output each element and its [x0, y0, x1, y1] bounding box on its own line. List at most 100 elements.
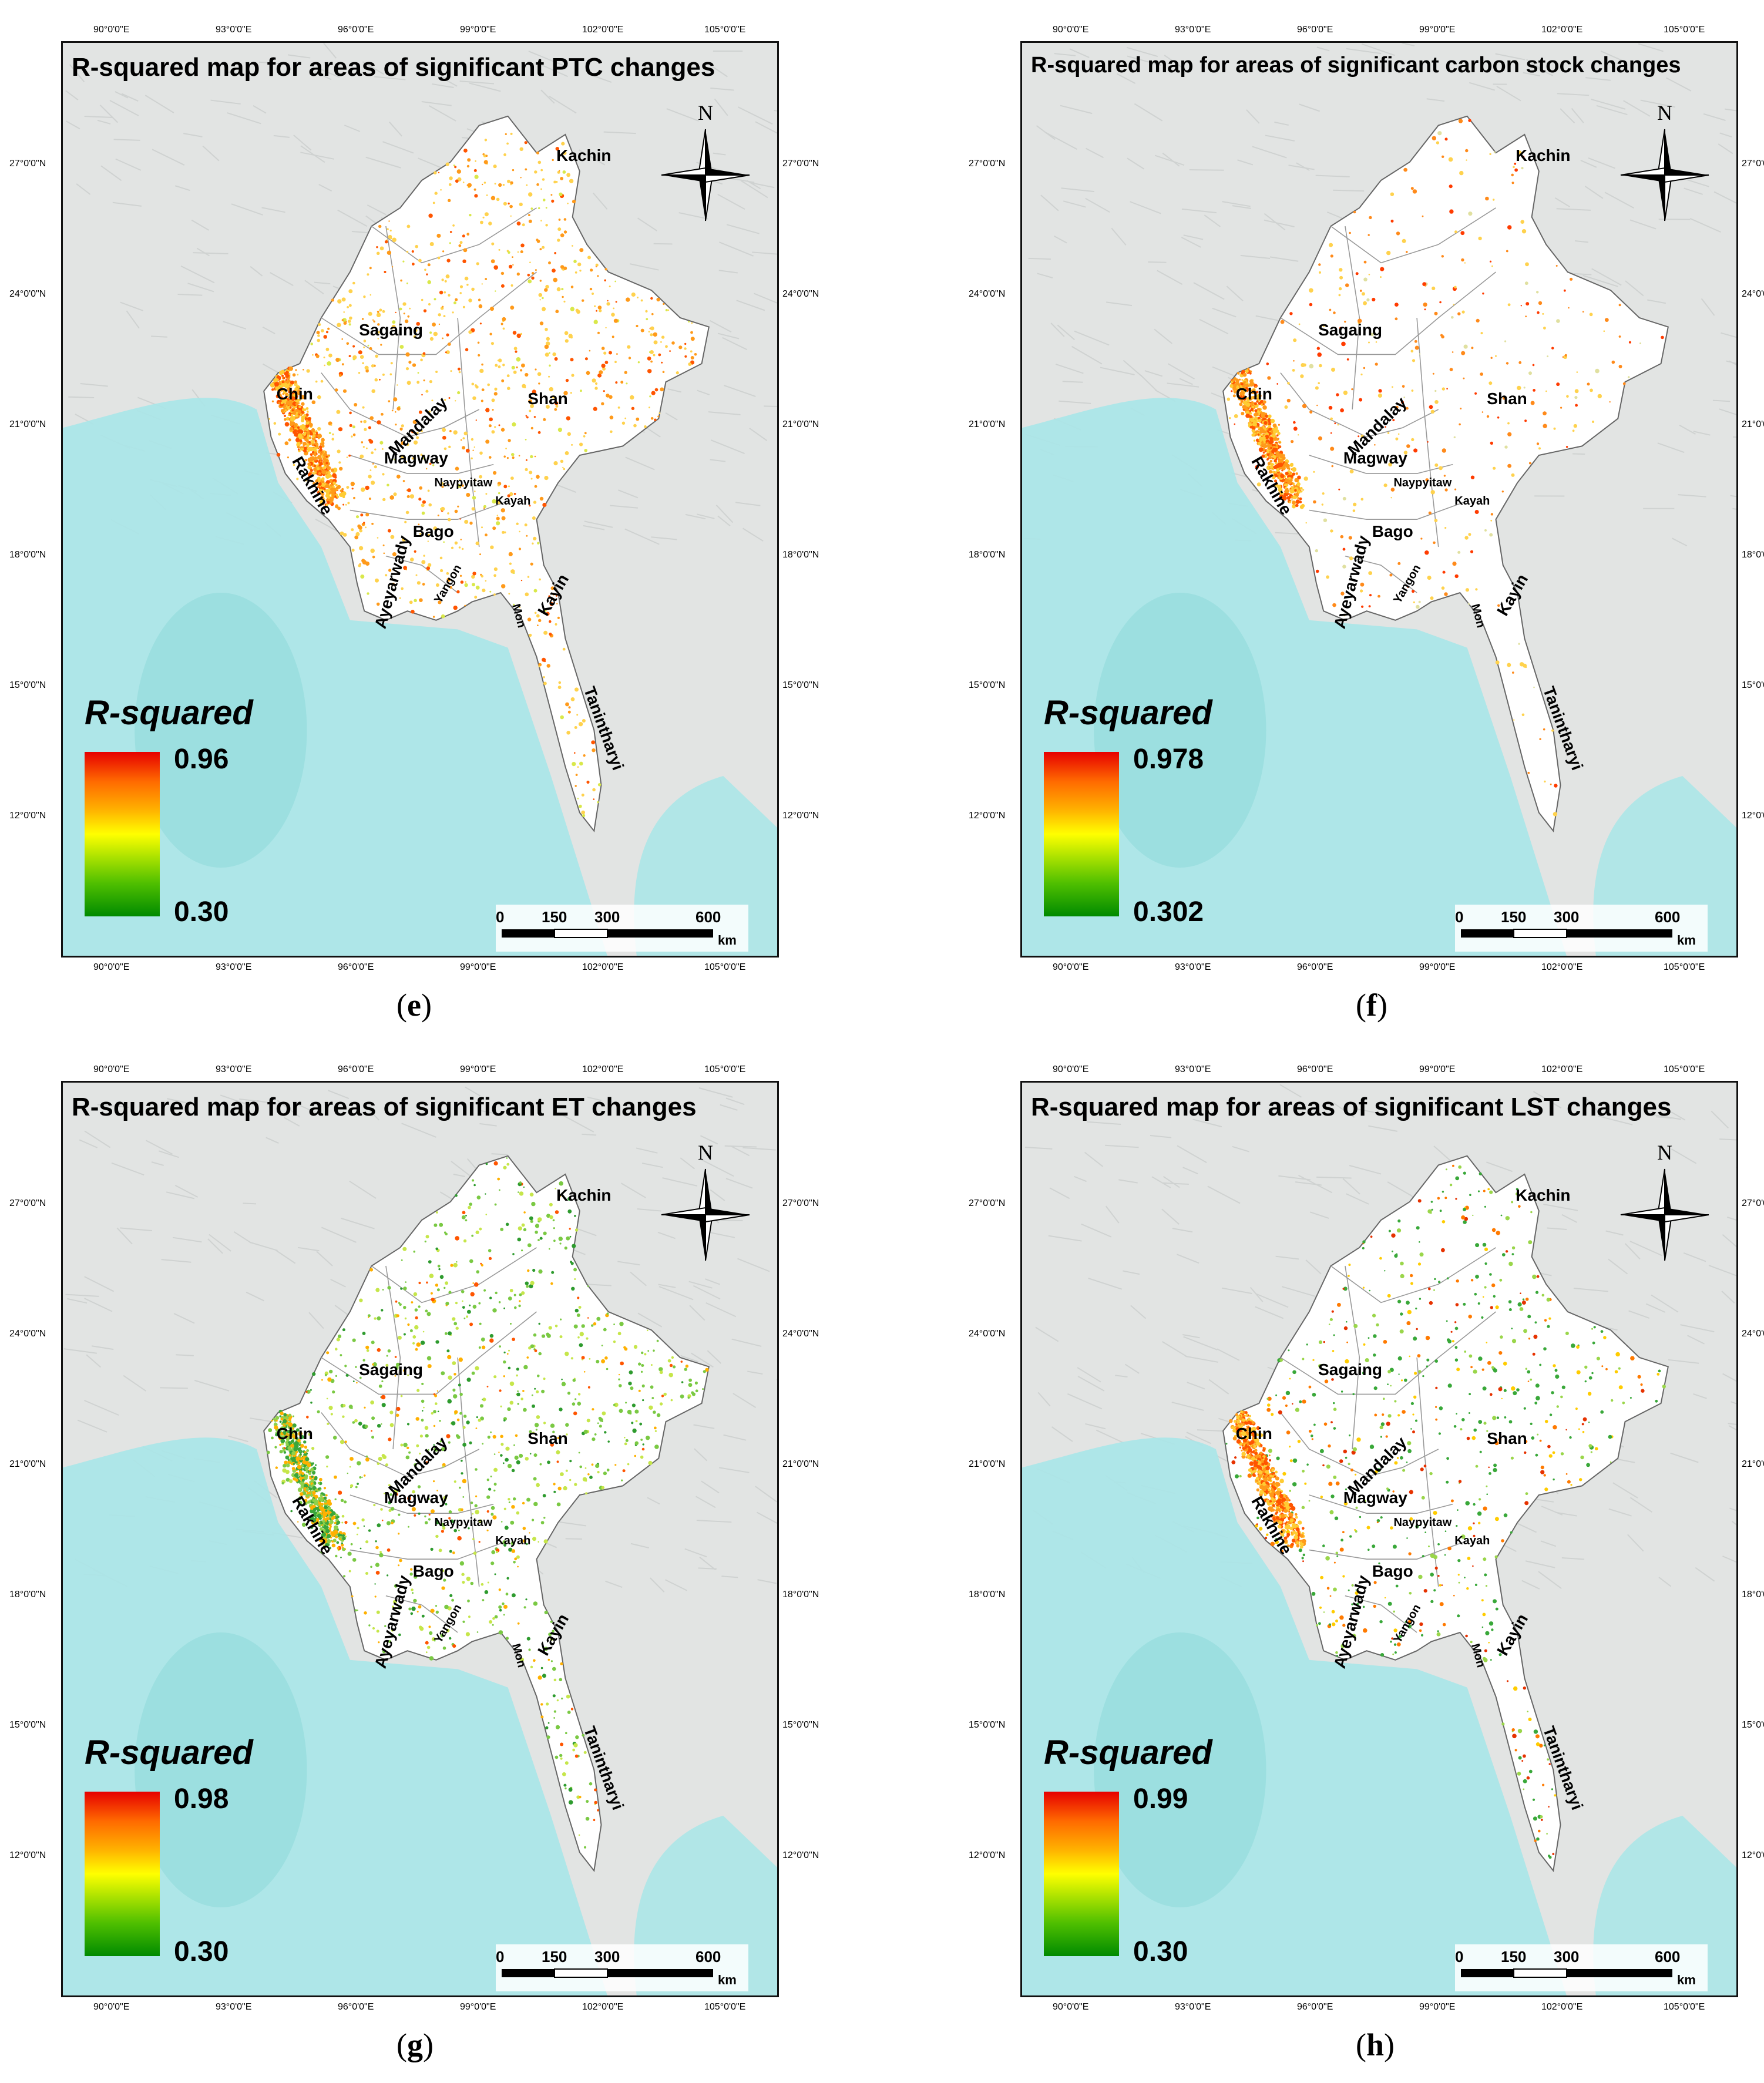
- r2-pixel: [364, 1406, 366, 1409]
- r2-pixel: [288, 1479, 293, 1483]
- r2-pixel: [401, 1259, 403, 1261]
- r2-pixel: [1521, 167, 1524, 170]
- terrain-hatch: [637, 1312, 663, 1328]
- r2-pixel-coast: [307, 416, 311, 421]
- r2-pixel-coast: [342, 1547, 346, 1551]
- r2-pixel: [406, 1423, 410, 1426]
- r2-pixel: [377, 1424, 381, 1428]
- terrain-hatch: [1689, 218, 1721, 233]
- r2-pixel: [640, 1455, 644, 1459]
- r2-pixel: [519, 530, 520, 533]
- r2-pixel: [544, 1647, 548, 1651]
- terrain-hatch: [76, 183, 91, 195]
- lat-tick-left: 27°0'0"N: [9, 1198, 46, 1208]
- r2-pixel: [523, 1606, 526, 1609]
- r2-pixel: [344, 1500, 347, 1504]
- r2-pixel: [368, 311, 372, 316]
- r2-pixel: [1440, 334, 1443, 337]
- r2-pixel: [354, 403, 358, 406]
- r2-pixel-coast: [291, 409, 294, 412]
- r2-pixel: [526, 1356, 529, 1359]
- r2-pixel: [566, 1433, 568, 1436]
- r2-pixel-coast: [284, 1424, 286, 1427]
- r2-pixel: [362, 406, 365, 409]
- r2-pixel-coast: [1237, 372, 1240, 375]
- r2-pixel-coast: [278, 1435, 281, 1439]
- r2-pixel-coast: [1282, 496, 1287, 501]
- r2-pixel: [443, 315, 446, 317]
- r2-pixel: [529, 1532, 530, 1534]
- r2-pixel: [406, 495, 410, 498]
- r2-pixel: [490, 1561, 495, 1565]
- r2-pixel: [493, 593, 496, 596]
- r2-pixel: [349, 316, 352, 320]
- r2-pixel: [365, 369, 369, 373]
- r2-pixel: [400, 1443, 404, 1447]
- r2-pixel: [528, 219, 532, 223]
- scale-label: 0: [1455, 908, 1464, 926]
- r2-pixel: [502, 530, 505, 534]
- terrain-hatch: [337, 209, 368, 227]
- r2-pixel: [481, 363, 483, 366]
- r2-pixel: [528, 1648, 531, 1651]
- r2-pixel: [508, 593, 510, 595]
- r2-pixel: [400, 279, 402, 282]
- r2-pixel: [431, 399, 434, 402]
- r2-pixel-coast: [283, 1419, 287, 1424]
- r2-pixel-coast: [311, 441, 314, 444]
- r2-pixel: [523, 1228, 527, 1232]
- r2-pixel: [1341, 341, 1346, 347]
- r2-pixel: [1536, 291, 1539, 294]
- r2-pixel: [634, 1409, 639, 1414]
- r2-pixel-coast: [301, 424, 305, 428]
- r2-pixel: [489, 1338, 494, 1343]
- r2-pixel: [553, 461, 558, 466]
- r2-pixel-coast: [325, 462, 328, 465]
- r2-pixel: [411, 1301, 414, 1303]
- terrain-hatch: [183, 133, 203, 137]
- r2-pixel: [552, 395, 555, 399]
- r2-pixel: [382, 1649, 386, 1654]
- r2-pixel: [659, 1402, 663, 1406]
- terrain-hatch: [691, 1352, 714, 1368]
- r2-pixel: [538, 665, 540, 667]
- r2-pixel: [1339, 327, 1342, 330]
- r2-pixel: [619, 1322, 624, 1326]
- r2-pixel: [1359, 398, 1363, 402]
- r2-pixel: [637, 297, 639, 298]
- r2-pixel-coast: [295, 1428, 300, 1432]
- r2-pixel: [385, 574, 388, 577]
- r2-pixel: [1490, 357, 1493, 359]
- terrain-hatch: [146, 1140, 173, 1155]
- r2-pixel: [428, 503, 432, 507]
- r2-pixel: [352, 1421, 355, 1424]
- r2-pixel: [278, 432, 281, 436]
- r2-pixel: [402, 537, 406, 542]
- r2-pixel-coast: [291, 1467, 295, 1470]
- r2-pixel-coast: [1281, 466, 1286, 471]
- terrain-hatch: [194, 1379, 230, 1392]
- r2-pixel: [349, 411, 352, 415]
- terrain-hatch: [451, 1161, 474, 1180]
- r2-pixel-coast: [314, 439, 317, 442]
- r2-pixel: [552, 352, 556, 357]
- r2-pixel-coast: [290, 414, 293, 416]
- r2-pixel: [395, 1413, 399, 1417]
- r2-pixel: [1319, 271, 1321, 274]
- terrain-hatch: [180, 265, 215, 284]
- terrain-hatch: [258, 61, 285, 65]
- r2-pixel: [413, 335, 416, 338]
- r2-pixel: [646, 318, 649, 321]
- terrain-hatch: [757, 1579, 777, 1584]
- r2-pixel: [1507, 225, 1512, 230]
- r2-pixel: [474, 194, 478, 198]
- terrain-hatch: [1123, 360, 1144, 378]
- r2-pixel: [555, 1755, 559, 1759]
- terrain-hatch: [650, 1577, 665, 1593]
- r2-pixel: [287, 456, 289, 459]
- r2-pixel: [509, 1289, 513, 1292]
- r2-pixel-coast: [1261, 436, 1266, 441]
- r2-pixel: [539, 1237, 543, 1240]
- terrain-hatch: [1054, 53, 1076, 56]
- r2-pixel: [489, 1333, 494, 1338]
